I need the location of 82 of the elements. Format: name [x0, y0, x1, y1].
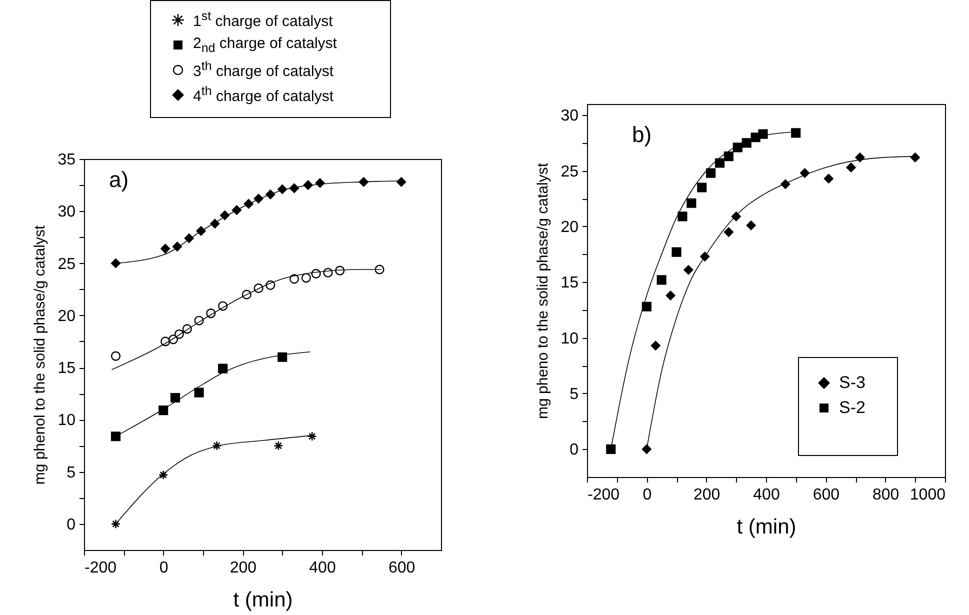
point	[303, 180, 313, 190]
point	[274, 440, 284, 451]
point	[254, 194, 264, 204]
legend-label: 1$^{st}$ charge of catalyst	[193, 9, 333, 30]
point	[266, 190, 276, 200]
point	[158, 406, 168, 416]
y-tick-label: 0	[570, 442, 579, 459]
y-tick-label: 10	[560, 330, 579, 348]
point	[289, 274, 300, 284]
y-tick-label: 25	[560, 163, 579, 180]
point	[174, 329, 184, 339]
x-tick-label: -200	[84, 560, 117, 576]
point	[396, 177, 406, 187]
x-tick-label: -200	[588, 486, 620, 504]
point	[110, 351, 121, 361]
point	[335, 266, 345, 276]
point	[194, 388, 204, 398]
point	[160, 336, 170, 346]
point	[168, 334, 178, 344]
point	[206, 308, 216, 318]
point	[242, 290, 252, 300]
point	[232, 205, 242, 215]
legend-label: 4$^{th}$ charge of catalyst	[193, 84, 334, 105]
point	[182, 324, 192, 334]
x-tick-label: 600	[388, 560, 416, 576]
point	[358, 177, 368, 187]
point	[254, 284, 264, 294]
x-tick-label: 400	[309, 560, 336, 576]
point	[184, 233, 194, 244]
point	[323, 268, 333, 278]
y-tick-label: 35	[58, 152, 76, 168]
x-tick-label: 0	[642, 486, 652, 504]
y-tick-label: 10	[58, 412, 76, 430]
point	[220, 210, 230, 220]
point	[196, 226, 206, 236]
x-tick-label: 400	[753, 486, 780, 504]
point	[266, 280, 276, 290]
y-tick-label: 25	[58, 256, 76, 273]
x-tick-label: 800	[872, 486, 900, 504]
y-tick-label: 5	[570, 386, 579, 403]
point	[315, 178, 325, 188]
y-tick-label: 30	[560, 108, 579, 125]
point	[172, 242, 182, 252]
y-tick-label: 20	[58, 308, 76, 325]
y-axis-title: mg pheno to the solid phase/g catalyst	[534, 162, 552, 419]
point	[244, 199, 254, 209]
y-tick-label: 5	[66, 464, 76, 482]
point	[210, 218, 220, 228]
point	[160, 244, 170, 254]
y-tick-label: 15	[58, 360, 76, 378]
x-tick-label: 200	[693, 486, 720, 504]
y-tick-label: 30	[58, 204, 76, 221]
legend-label: S-2	[839, 398, 866, 418]
y-axis-title: mg phenol to the solid phase/g catalyst	[32, 224, 49, 485]
point	[218, 301, 228, 311]
point	[218, 364, 228, 374]
point	[278, 184, 288, 194]
point	[212, 440, 222, 451]
point	[170, 392, 180, 403]
legend-label: 2$_{nd}$ charge of catalyst	[193, 34, 337, 54]
annotation: b)	[632, 122, 652, 148]
y-tick-label: 20	[560, 218, 579, 236]
point	[110, 432, 121, 442]
point	[311, 268, 321, 278]
x-tick-label: 0	[159, 560, 168, 576]
y-tick-label: 15	[560, 274, 579, 292]
legend-label: 3$^{th}$ charge of catalyst	[193, 59, 334, 80]
legend-label: S-3	[839, 372, 866, 392]
point	[110, 519, 121, 529]
x-tick-label: 1000	[910, 486, 946, 504]
x-tick-label: 200	[230, 560, 257, 576]
point	[158, 470, 168, 480]
annotation: a)	[109, 167, 129, 193]
x-axis-title: t (min)	[233, 588, 293, 612]
x-axis-title: t (min)	[736, 516, 796, 538]
x-tick-label: 600	[812, 486, 840, 504]
point	[110, 258, 121, 268]
point	[301, 273, 311, 283]
point	[278, 352, 288, 362]
point	[289, 183, 300, 193]
y-tick-label: 0	[66, 516, 76, 534]
point	[194, 316, 204, 326]
